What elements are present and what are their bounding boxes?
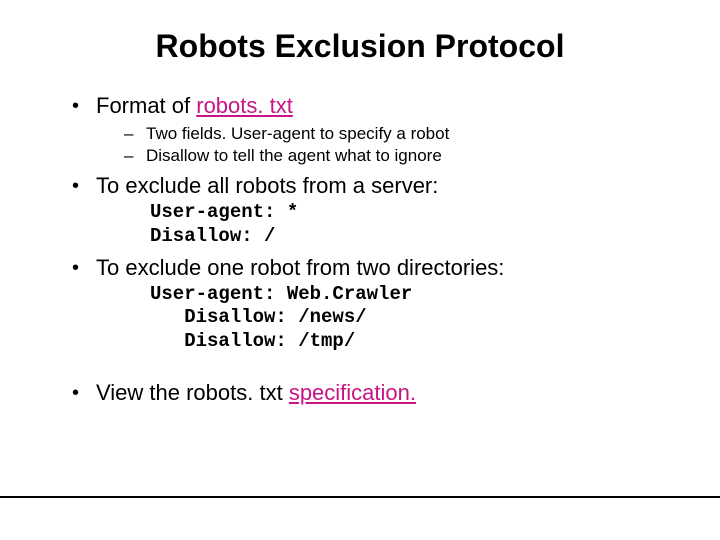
bullet-text-prefix: Format of (96, 93, 196, 118)
sub-item: Two fields. User-agent to specify a robo… (124, 123, 672, 145)
bullet-item-format: Format of robots. txt Two fields. User-a… (72, 93, 672, 167)
bullet-list: Format of robots. txt Two fields. User-a… (48, 93, 672, 406)
code-block: User-agent: * Disallow: / (96, 201, 672, 249)
bullet-item-exclude-all: To exclude all robots from a server: Use… (72, 173, 672, 249)
bullet-item-exclude-one: To exclude one robot from two directorie… (72, 255, 672, 354)
sub-item: Disallow to tell the agent what to ignor… (124, 145, 672, 167)
specification-link[interactable]: specification. (289, 380, 416, 405)
slide-title: Robots Exclusion Protocol (48, 28, 672, 65)
bullet-text-prefix: View the robots. txt (96, 380, 289, 405)
bullet-item-spec: View the robots. txt specification. (72, 380, 672, 406)
code-block: User-agent: Web.Crawler Disallow: /news/… (96, 283, 672, 354)
robots-txt-link[interactable]: robots. txt (196, 93, 293, 118)
bullet-text: To exclude all robots from a server: (96, 173, 438, 198)
sub-list: Two fields. User-agent to specify a robo… (96, 123, 672, 167)
bullet-text: To exclude one robot from two directorie… (96, 255, 504, 280)
spacer (72, 360, 672, 380)
divider-line (0, 496, 720, 498)
